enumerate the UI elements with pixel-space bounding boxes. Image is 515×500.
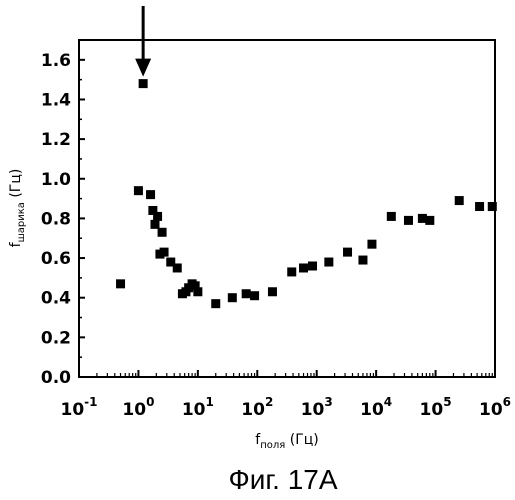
data-point [455, 196, 464, 205]
data-point [268, 287, 277, 296]
data-point [343, 248, 352, 257]
y-tick-label: 1.0 [41, 170, 71, 190]
x-tick-label: 103 [301, 395, 333, 420]
data-point [242, 289, 251, 298]
data-point [158, 228, 167, 237]
data-point [228, 293, 237, 302]
y-tick-label: 1.4 [41, 90, 71, 110]
data-point [367, 240, 376, 249]
x-axis-title-unit: (Гц) [290, 432, 319, 448]
x-tick-label: 104 [360, 395, 392, 420]
x-tick-label: 101 [182, 395, 214, 420]
data-point [160, 248, 169, 257]
x-tick-label: 100 [122, 395, 154, 420]
x-tick-label: 106 [479, 395, 511, 420]
data-point [150, 220, 159, 229]
data-point [193, 287, 202, 296]
data-point [211, 299, 220, 308]
x-tick-label: 102 [241, 395, 273, 420]
data-point [299, 263, 308, 272]
data-point [358, 256, 367, 265]
x-tick-label: 105 [420, 395, 452, 420]
data-point [146, 190, 155, 199]
plot-frame [79, 40, 495, 377]
data-point [324, 258, 333, 267]
data-point [139, 79, 148, 88]
data-point [404, 216, 413, 225]
y-tick-label: 0.8 [41, 209, 71, 229]
x-tick-label: 10-1 [60, 395, 97, 420]
y-tick-label: 1.2 [41, 130, 71, 150]
annotation-arrow [135, 6, 151, 77]
y-tick-label: 0.2 [41, 328, 71, 348]
data-point [475, 202, 484, 211]
y-axis-title-sub: шарика [16, 202, 27, 242]
y-tick-label: 0.6 [41, 249, 71, 269]
data-point [134, 186, 143, 195]
data-points [116, 79, 497, 308]
x-axis-title: fполя (Гц) [255, 432, 318, 451]
figure-caption: Фиг. 17A [228, 464, 337, 495]
y-tick-label: 0.4 [41, 289, 71, 309]
data-point [287, 267, 296, 276]
data-point [308, 261, 317, 270]
y-axis-title: fшарика (Гц) [8, 169, 27, 248]
data-point [387, 212, 396, 221]
y-tick-label: 1.6 [41, 51, 71, 71]
data-point [173, 263, 182, 272]
data-point [116, 279, 125, 288]
data-point [250, 291, 259, 300]
data-point [425, 216, 434, 225]
x-axis-title-sub: поля [260, 440, 285, 451]
y-axis-title-unit: (Гц) [8, 169, 24, 198]
y-tick-label: 0.0 [41, 368, 71, 388]
arrow-head [135, 59, 151, 77]
data-point [153, 212, 162, 221]
